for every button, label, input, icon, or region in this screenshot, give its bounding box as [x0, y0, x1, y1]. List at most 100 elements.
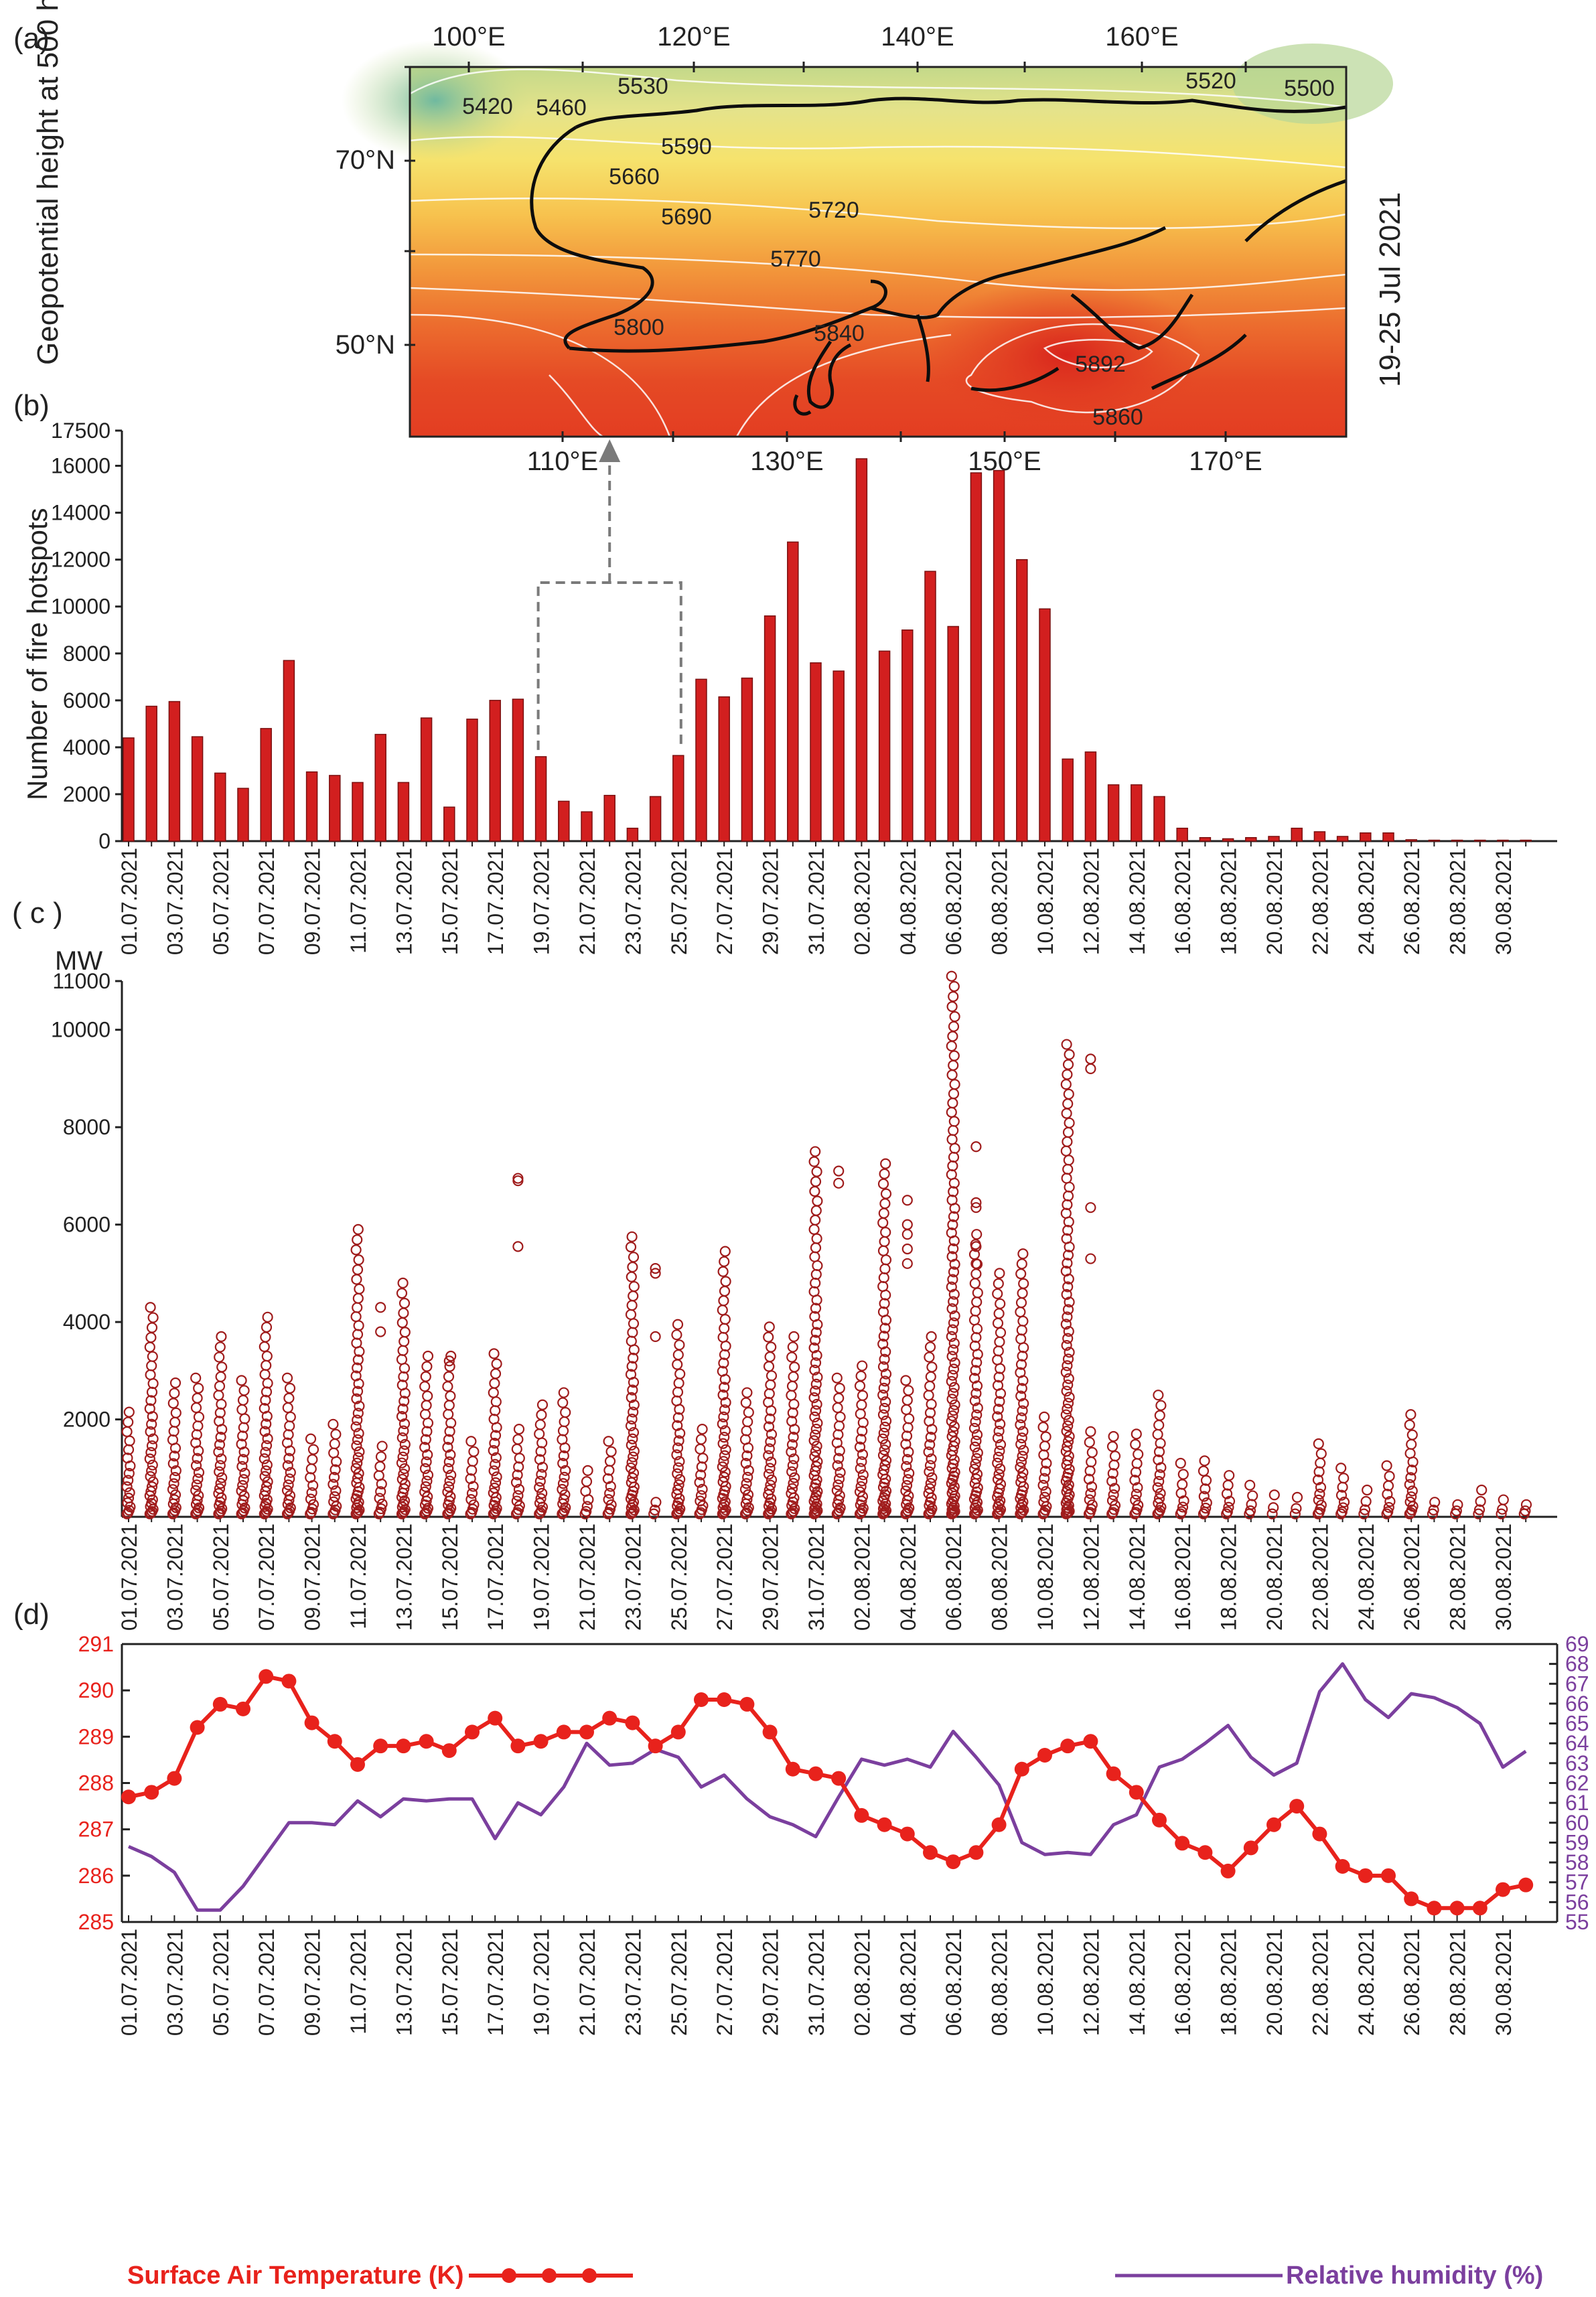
- frp-point: [877, 1280, 889, 1292]
- bar: [1199, 836, 1212, 842]
- frp-point: [1062, 1304, 1074, 1315]
- temperature-point: [236, 1701, 250, 1716]
- temperature-point: [1335, 1859, 1350, 1874]
- frp-point: [214, 1351, 225, 1363]
- frp-point: [719, 1471, 730, 1483]
- frp-point: [948, 1388, 959, 1399]
- frp-point: [763, 1396, 774, 1408]
- frp-x-label: 30.08.2021: [1492, 1524, 1516, 1631]
- line-x-label: 10.08.2021: [1033, 1929, 1058, 2036]
- frp-point: [1155, 1487, 1166, 1499]
- frp-point: [971, 1229, 983, 1240]
- frp-point: [1060, 1079, 1072, 1090]
- temperature-point: [281, 1674, 297, 1689]
- frp-point: [307, 1499, 319, 1510]
- frp-point: [145, 1471, 156, 1482]
- frp-point: [880, 1254, 892, 1266]
- frp-point: [856, 1399, 867, 1410]
- frp-point: [170, 1407, 182, 1418]
- frp-point: [948, 1344, 959, 1355]
- frp-point: [672, 1468, 683, 1479]
- frp-point: [857, 1475, 868, 1487]
- frp-point: [835, 1411, 846, 1423]
- legend-swatch-temperature: [469, 2268, 633, 2283]
- frp-x-label: 15.07.2021: [438, 1524, 462, 1631]
- frp-point: [397, 1451, 409, 1463]
- frp-point: [397, 1345, 409, 1356]
- frp-point: [375, 1451, 387, 1463]
- line-x-label: 31.07.2021: [804, 1929, 828, 2036]
- frp-point: [1108, 1430, 1119, 1442]
- frp-point: [261, 1459, 273, 1471]
- frp-point: [786, 1488, 797, 1499]
- lon-label-160E: 160°E: [1105, 22, 1178, 52]
- rh-y-tick-label: 68: [1565, 1652, 1589, 1676]
- frp-point: [880, 1226, 891, 1238]
- frp-point: [1268, 1489, 1280, 1501]
- frp-point: [948, 1382, 960, 1393]
- frp-point: [1177, 1501, 1189, 1513]
- frp-point: [1060, 1446, 1072, 1457]
- frp-point: [926, 1453, 937, 1465]
- temperature-point: [991, 1817, 1007, 1832]
- frp-point: [352, 1362, 363, 1374]
- frp-point: [1063, 1325, 1074, 1337]
- frp-point: [490, 1452, 502, 1463]
- temperature-point: [899, 1826, 915, 1842]
- frp-point: [1314, 1488, 1325, 1500]
- bar-x-label: 16.08.2021: [1171, 848, 1195, 955]
- frp-point: [399, 1327, 411, 1338]
- frp-point: [1061, 1386, 1072, 1397]
- frp-point: [1224, 1470, 1235, 1481]
- frp-point: [718, 1456, 729, 1467]
- frp-point: [903, 1467, 915, 1479]
- frp-point: [121, 1426, 133, 1437]
- frp-point: [193, 1467, 205, 1478]
- frp-point: [193, 1411, 205, 1423]
- temperature-point: [488, 1710, 503, 1726]
- frp-point: [718, 1411, 729, 1422]
- bar: [1474, 839, 1486, 842]
- frp-point: [214, 1466, 225, 1477]
- temperature-point: [923, 1845, 938, 1860]
- bar: [1313, 831, 1326, 842]
- frp-point: [948, 1337, 960, 1349]
- frp-point: [514, 1453, 525, 1464]
- frp-point: [167, 1458, 179, 1469]
- frp-point: [1107, 1468, 1118, 1479]
- frp-point: [879, 1168, 890, 1179]
- frp-point: [169, 1416, 181, 1428]
- line-x-label: 18.08.2021: [1217, 1929, 1241, 2036]
- frp-point: [857, 1503, 869, 1514]
- frp-point: [261, 1321, 273, 1333]
- frp-point: [236, 1485, 247, 1497]
- frp-point: [1335, 1489, 1348, 1501]
- legend: Surface Air Temperature (K) Relative hum…: [127, 2262, 1543, 2290]
- temperature-point: [625, 1715, 640, 1730]
- temperature-point: [350, 1757, 365, 1772]
- frp-point: [557, 1483, 568, 1495]
- line-x-label: 17.07.2021: [484, 1929, 508, 2036]
- frp-point: [992, 1317, 1004, 1329]
- frp-point: [1312, 1474, 1324, 1485]
- frp-point: [261, 1481, 273, 1493]
- frp-point: [626, 1300, 638, 1311]
- frp-point: [810, 1214, 821, 1226]
- frp-point: [764, 1443, 775, 1455]
- frp-point: [328, 1479, 339, 1490]
- frp-point: [260, 1331, 271, 1343]
- frp-point: [534, 1482, 545, 1493]
- frp-point: [901, 1430, 913, 1442]
- bar: [1405, 839, 1417, 842]
- frp-point: [946, 1281, 957, 1292]
- frp-point: [443, 1400, 455, 1411]
- frp-point: [810, 1429, 821, 1440]
- frp-point: [789, 1361, 800, 1373]
- frp-point: [216, 1453, 227, 1465]
- frp-point: [854, 1486, 866, 1497]
- bar: [329, 775, 341, 842]
- frp-point: [145, 1332, 157, 1343]
- frp-point: [740, 1458, 751, 1469]
- frp-point: [901, 1394, 913, 1406]
- frp-point: [1015, 1390, 1027, 1402]
